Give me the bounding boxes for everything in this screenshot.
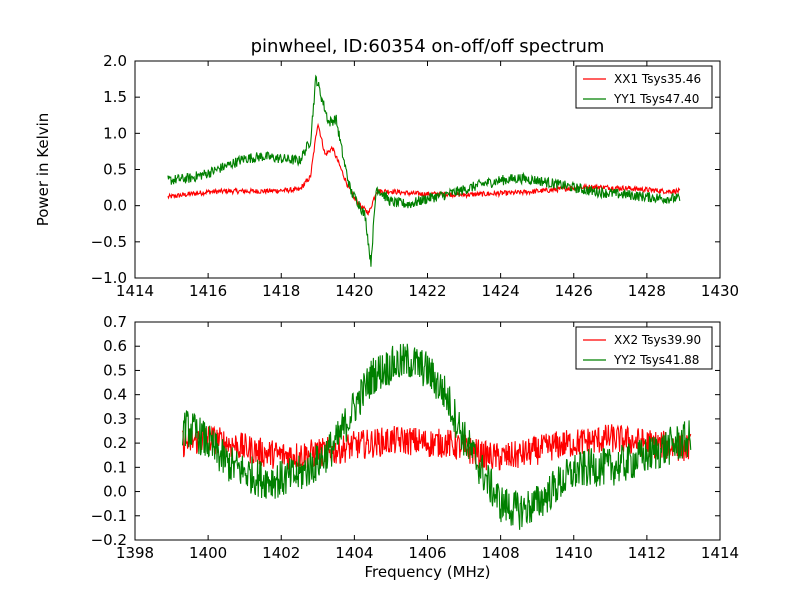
x-tick-label: 1408 <box>482 544 520 562</box>
series-line-1-0 <box>182 424 692 471</box>
series-line-1-1 <box>181 343 692 530</box>
bottom-spectrum-panel: 1398 1400 1402 1404 1406 1408 1410 1412 1414 −0.2… <box>91 313 740 581</box>
y-tick-label: 0.5 <box>103 161 127 179</box>
y-tick-label: 0.5 <box>103 361 127 379</box>
legend-label: XX2 Tsys39.90 <box>614 333 701 347</box>
x-tick-label: 1414 <box>701 544 739 562</box>
legend-label: XX1 Tsys35.46 <box>614 72 701 86</box>
legend: XX1 Tsys35.46 YY1 Tsys47.40 <box>575 65 713 109</box>
x-tick-label: 1410 <box>555 544 593 562</box>
top-spectrum-panel: 1414 1416 1418 1420 1422 1424 1426 1428 1430 −1.0… <box>34 36 739 300</box>
plot-area <box>167 74 681 267</box>
plot-area <box>181 343 692 530</box>
x-tick-label: 1426 <box>555 282 593 300</box>
x-tick-label: 1400 <box>189 544 227 562</box>
y-tick-label: −0.5 <box>91 233 127 251</box>
y-tick-label: 0.4 <box>103 386 127 404</box>
y-tick-label: 0.0 <box>103 197 127 215</box>
series-line-0-1 <box>167 74 681 267</box>
y-tick-label: 0.0 <box>103 483 127 501</box>
y-tick-label: 0.2 <box>103 434 127 452</box>
chart-title: pinwheel, ID:60354 on-off/off spectrum <box>251 36 605 57</box>
x-tick-label: 1412 <box>628 544 666 562</box>
x-tick-label: 1424 <box>482 282 520 300</box>
x-tick-label: 1398 <box>116 544 154 562</box>
y-tick-label: 2.0 <box>103 52 127 70</box>
x-tick-label: 1430 <box>701 282 739 300</box>
y-tick-label: −1.0 <box>91 269 127 287</box>
legend: XX2 Tsys39.90 YY2 Tsys41.88 <box>575 326 713 370</box>
legend-box <box>575 65 713 109</box>
y-tick-label: 0.3 <box>103 410 127 428</box>
x-tick-label: 1416 <box>189 282 227 300</box>
x-tick-label: 1418 <box>262 282 300 300</box>
y-tick-label: 0.7 <box>103 313 127 331</box>
x-tick-label: 1402 <box>262 544 300 562</box>
y-tick-label: −0.1 <box>91 507 127 525</box>
y-tick-label: 1.5 <box>103 88 127 106</box>
y-axis-label: Power in Kelvin <box>34 113 52 227</box>
y-tick-label: 0.6 <box>103 337 127 355</box>
x-tick-label: 1420 <box>335 282 373 300</box>
y-tick-label: 1.0 <box>103 124 127 142</box>
x-tick-label: 1406 <box>408 544 446 562</box>
y-tick-label: 0.1 <box>103 458 127 476</box>
x-tick-label: 1422 <box>408 282 446 300</box>
y-tick-label: −0.2 <box>91 531 127 549</box>
legend-label: YY2 Tsys41.88 <box>613 353 699 367</box>
x-tick-label: 1404 <box>335 544 373 562</box>
x-axis-label: Frequency (MHz) <box>364 563 490 581</box>
legend-label: YY1 Tsys47.40 <box>613 92 699 106</box>
legend-box <box>575 326 713 370</box>
x-tick-label: 1414 <box>116 282 154 300</box>
x-tick-label: 1428 <box>628 282 666 300</box>
